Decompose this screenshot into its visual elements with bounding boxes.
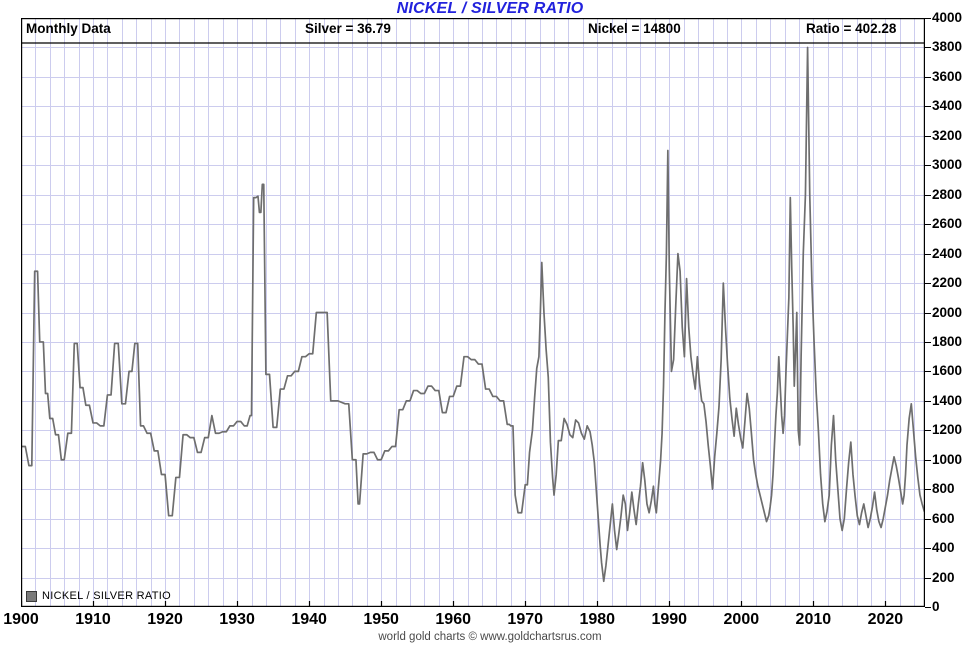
y-axis-tick-mark [925, 518, 931, 520]
x-axis-tick-label: 1970 [507, 611, 544, 628]
x-axis-tick-label: 1980 [579, 611, 616, 628]
y-axis-tick-label: 3400 [932, 98, 963, 114]
y-axis-tick-mark [925, 253, 931, 255]
x-axis-labels: 1900 1910 1920 1930 1940 1950 1960 1970 1980 1990… [0, 610, 980, 638]
y-axis-labels: 0 200 400 600 800 1000 1200 1400 1600 1800 2000 220… [925, 0, 980, 650]
chart-plot-svg [21, 18, 925, 607]
y-axis-tick-mark [925, 548, 931, 550]
legend-swatch-icon [26, 590, 37, 602]
y-axis-tick-label: 2200 [932, 275, 963, 291]
y-axis-tick-mark [925, 194, 931, 196]
y-axis-tick-mark [925, 135, 931, 137]
y-axis-tick-mark [925, 106, 931, 108]
chart-legend: NICKEL / SILVER RATIO [26, 590, 171, 602]
y-axis-tick-label: 2400 [932, 245, 963, 261]
y-axis-tick-label: 2600 [932, 216, 963, 232]
y-axis-tick-label: 1800 [932, 333, 963, 349]
x-axis-tick-label: 1940 [291, 611, 327, 628]
x-axis-tick-label: 1930 [219, 611, 255, 628]
plot-border [21, 18, 925, 607]
x-axis-tick-label: 2010 [795, 611, 832, 628]
y-axis-tick-label: 3200 [932, 127, 963, 143]
legend-item-label: NICKEL / SILVER RATIO [42, 590, 171, 602]
y-axis-tick-label: 1400 [932, 392, 963, 408]
series-line-nickel-silver-ratio [21, 46, 925, 583]
horizontal-gridlines [21, 47, 925, 579]
y-axis-tick-mark [925, 577, 931, 579]
y-axis-tick-label: 1200 [932, 422, 963, 438]
y-axis-tick-label: 3000 [932, 157, 963, 173]
y-axis-tick-mark [925, 76, 931, 78]
y-axis-tick-label: 600 [932, 510, 955, 526]
y-axis-tick-label: 800 [932, 481, 955, 497]
page-title: NICKEL / SILVER RATIO [396, 0, 584, 17]
y-axis-tick-label: 2800 [932, 186, 963, 202]
y-axis-tick-label: 200 [932, 569, 955, 585]
y-axis-tick-mark [925, 607, 931, 608]
y-axis-tick-mark [925, 165, 931, 167]
y-axis-tick-mark [925, 312, 931, 314]
y-axis-tick-mark [925, 47, 931, 49]
x-axis-tick-label: 1960 [435, 611, 471, 628]
x-axis-tick-label: 1950 [363, 611, 399, 628]
silver-price-label: Silver = 36.79 [305, 21, 391, 36]
y-axis-tick-mark [925, 400, 931, 402]
y-axis-tick-label: 2000 [932, 304, 963, 320]
y-axis-tick-mark [925, 371, 931, 373]
x-axis-tick-label: 2000 [723, 611, 760, 628]
vertical-gridlines [21, 18, 915, 607]
x-axis-tick-label: 1910 [75, 611, 111, 628]
y-axis-tick-label: 400 [932, 540, 955, 556]
y-axis-tick-label: 3800 [932, 39, 963, 55]
y-axis-tick-label: 1000 [932, 451, 963, 467]
y-axis-tick-label: 4000 [932, 10, 963, 25]
x-axis-tick-label: 1990 [651, 611, 688, 628]
y-axis-tick-mark [925, 18, 931, 19]
y-axis-tick-mark [925, 341, 931, 343]
y-axis-tick-mark [925, 283, 931, 285]
monthly-data-label: Monthly Data [26, 21, 111, 36]
y-axis-tick-label: 0 [932, 599, 940, 614]
y-axis-tick-label: 1600 [932, 363, 963, 379]
y-axis-tick-mark [925, 459, 931, 461]
y-axis-tick-label: 3600 [932, 68, 963, 84]
footer-credit: world gold charts © www.goldchartsrus.co… [378, 631, 602, 643]
ratio-value-label: Ratio = 402.28 [806, 21, 897, 36]
plot-area [21, 18, 925, 607]
y-axis-tick-mark [925, 430, 931, 432]
x-axis-tick-label: 2020 [867, 611, 904, 628]
y-axis-tick-mark [925, 224, 931, 226]
x-axis-tick-label: 1900 [3, 611, 39, 628]
x-axis-tick-label: 1920 [147, 611, 183, 628]
y-axis-tick-mark [925, 489, 931, 491]
plot-background [21, 18, 925, 607]
nickel-price-label: Nickel = 14800 [588, 21, 681, 36]
